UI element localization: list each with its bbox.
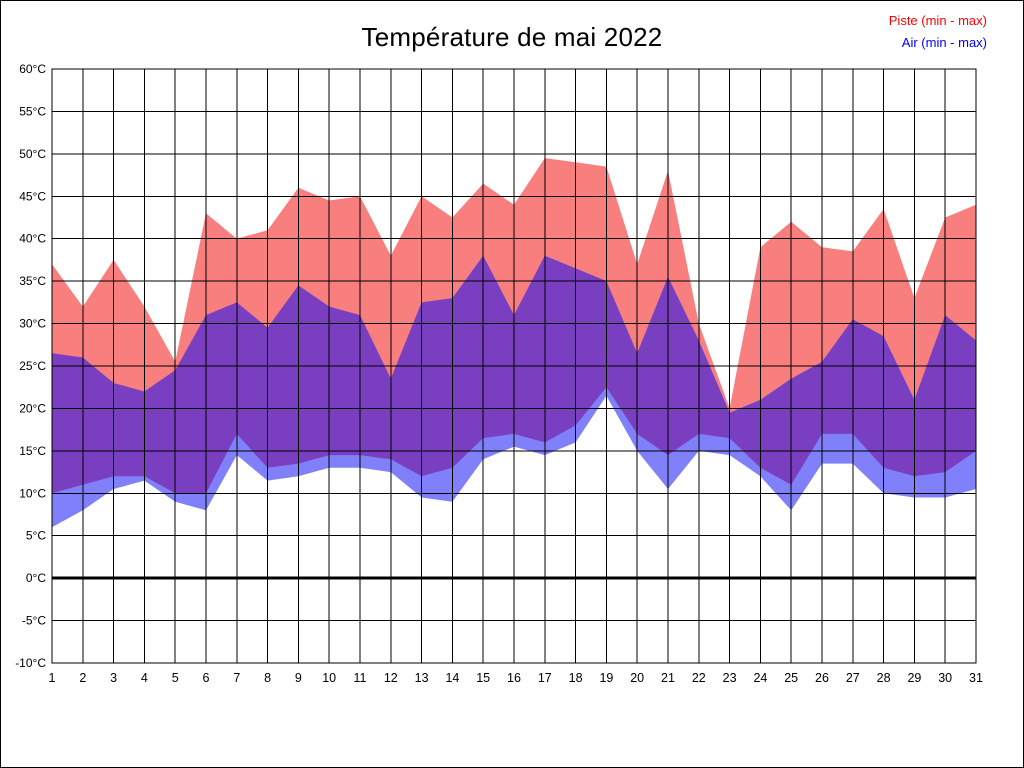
x-tick-label: 17	[538, 671, 552, 685]
y-tick-label: 20°C	[19, 401, 46, 415]
y-tick-label: 5°C	[26, 529, 46, 543]
y-tick-label: 0°C	[26, 571, 46, 585]
x-tick-label: 8	[264, 671, 271, 685]
y-tick-label: 45°C	[19, 189, 46, 203]
legend: Piste (min - max) Air (min - max)	[889, 10, 987, 54]
x-tick-label: 6	[203, 671, 210, 685]
x-tick-label: 13	[415, 671, 429, 685]
x-tick-label: 14	[445, 671, 459, 685]
chart-title: Température de mai 2022	[361, 22, 663, 52]
x-tick-label: 7	[233, 671, 240, 685]
y-tick-label: 25°C	[19, 359, 46, 373]
y-tick-label: 50°C	[19, 147, 46, 161]
x-tick-label: 16	[507, 671, 521, 685]
y-tick-label: 30°C	[19, 317, 46, 331]
x-tick-label: 4	[141, 671, 148, 685]
plot-border	[51, 68, 977, 664]
x-tick-label: 11	[354, 671, 367, 685]
x-tick-label: 31	[969, 671, 983, 685]
x-tick-label: 2	[79, 671, 86, 685]
y-tick-label: -5°C	[22, 614, 46, 628]
x-tick-label: 25	[784, 671, 798, 685]
x-tick-label: 26	[815, 671, 829, 685]
x-tick-label: 23	[723, 671, 737, 685]
x-tick-label: 19	[599, 671, 613, 685]
x-tick-label: 20	[630, 671, 644, 685]
y-tick-label: 55°C	[19, 104, 46, 118]
y-tick-label: 10°C	[19, 486, 46, 500]
y-tick-label: 40°C	[19, 232, 46, 246]
x-tick-label: 15	[476, 671, 490, 685]
x-tick-label: 22	[692, 671, 706, 685]
y-tick-label: 15°C	[19, 444, 46, 458]
legend-air-label: Air (min - max)	[901, 35, 987, 50]
x-tick-label: 28	[877, 671, 891, 685]
x-tick-label: 21	[661, 671, 675, 685]
x-tick-label: 18	[569, 671, 583, 685]
x-tick-label: 24	[753, 671, 767, 685]
legend-piste-label: Piste (min - max)	[888, 13, 987, 28]
x-tick-label: 1	[49, 671, 56, 685]
y-tick-label: 60°C	[19, 62, 46, 76]
x-tick-label: 3	[110, 671, 117, 685]
x-tick-label: 10	[322, 671, 336, 685]
x-tick-label: 30	[938, 671, 952, 685]
x-tick-label: 9	[295, 671, 302, 685]
x-tick-label: 27	[846, 671, 860, 685]
y-tick-label: 35°C	[19, 274, 46, 288]
x-tick-label: 5	[172, 671, 179, 685]
y-tick-label: -10°C	[15, 656, 46, 670]
x-tick-label: 29	[907, 671, 921, 685]
x-tick-label: 12	[384, 671, 398, 685]
